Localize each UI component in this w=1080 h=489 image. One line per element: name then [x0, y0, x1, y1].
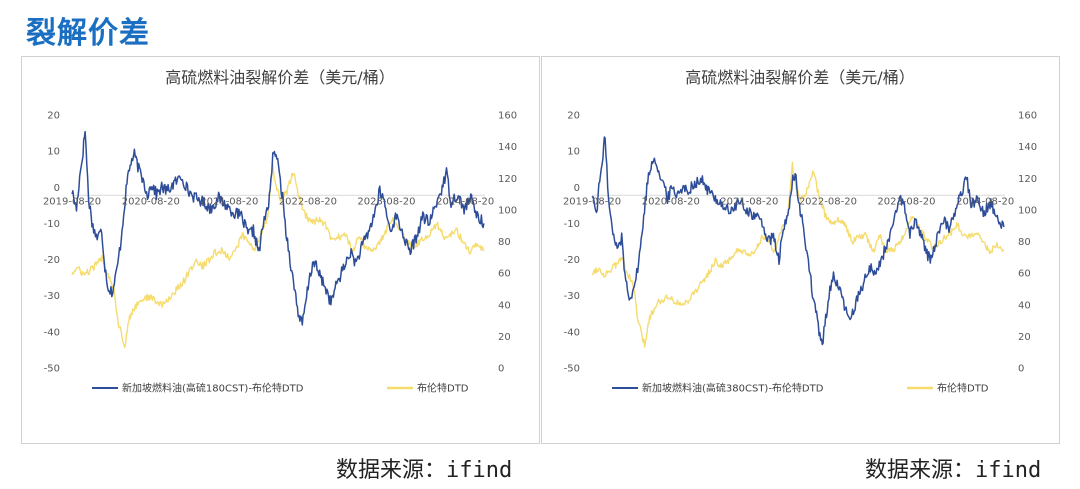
y-left-tick-label: 0	[574, 183, 580, 194]
y-left-tick-label: 20	[47, 111, 60, 122]
chart-svg-380cst: 高硫燃料油裂解价差（美元/桶）20100-10-20-30-40-5016014…	[563, 68, 1037, 395]
y-right-tick-label: 80	[498, 237, 511, 248]
y-right-tick-label: 100	[498, 205, 517, 216]
y-right-tick-label: 40	[1018, 300, 1031, 311]
chart-panel-380cst: 高硫燃料油裂解价差（美元/桶） 20 10 0 -10 -20 -30 -40 -50 160 14…	[541, 56, 1060, 444]
brent-dtd-line	[71, 161, 485, 349]
y-right-tick-label: 60	[1018, 269, 1031, 280]
x-tick-label: 2022-08-20	[799, 196, 857, 207]
y-right-tick-label: 120	[1018, 174, 1037, 185]
source-note-left: 数据来源：ifind	[336, 458, 513, 483]
legend-label-brent: 布伦特DTD	[417, 382, 469, 395]
crack-spread-line	[71, 130, 485, 326]
chart-title: 高硫燃料油裂解价差（美元/桶）	[685, 68, 914, 87]
y-right-tick-label: 20	[1018, 332, 1031, 343]
y-left-tick-label: -40	[564, 327, 580, 338]
x-tick-label: 2024-08-20	[436, 196, 494, 207]
y-right-tick-label: 140	[1018, 142, 1037, 153]
x-tick-label: 2023-08-20	[357, 196, 415, 207]
x-tick-label: 2024-08-20	[956, 196, 1014, 207]
x-tick-label: 2020-08-20	[642, 196, 700, 207]
x-tick-label: 2019-08-20	[43, 196, 101, 207]
legend-label-crack: 新加坡燃料油(高硫380CST)-布伦特DTD	[642, 382, 824, 395]
legend-label-brent: 布伦特DTD	[937, 382, 989, 395]
x-tick-label: 2021-08-20	[200, 196, 258, 207]
y-left-tick-label: 10	[567, 147, 580, 158]
chart-panel-180cst: 高硫燃料油裂解价差（美元/桶） 20 10 0 -10 -20 -30 -40 -50 160 14…	[21, 56, 540, 444]
y-left-tick-label: 20	[567, 111, 580, 122]
y-right-tick-label: 140	[498, 142, 517, 153]
legend-label-crack: 新加坡燃料油(高硫180CST)-布伦特DTD	[122, 382, 304, 395]
y-right-tick-label: 120	[498, 174, 517, 185]
y-left-tick-label: -10	[44, 219, 60, 230]
y-right-tick-label: 20	[498, 332, 511, 343]
source-note-right: 数据来源：ifind	[865, 458, 1042, 483]
y-right-tick-label: 160	[1018, 111, 1037, 122]
y-right-tick-label: 160	[498, 111, 517, 122]
y-left-tick-label: -10	[564, 219, 580, 230]
y-left-tick-label: -30	[44, 291, 60, 302]
chart-title: 高硫燃料油裂解价差（美元/桶）	[165, 68, 394, 87]
y-right-tick-label: 0	[498, 364, 504, 375]
brent-dtd-line	[591, 161, 1005, 348]
y-left-tick-label: 0	[54, 183, 60, 194]
page-heading: 裂解价差	[26, 16, 150, 51]
x-tick-label: 2019-08-20	[563, 196, 621, 207]
x-tick-label: 2023-08-20	[877, 196, 935, 207]
y-left-tick-label: -20	[44, 255, 60, 266]
y-right-tick-label: 80	[1018, 237, 1031, 248]
y-right-tick-label: 0	[1018, 364, 1024, 375]
chart-svg-180cst: 高硫燃料油裂解价差（美元/桶）20100-10-20-30-40-5016014…	[43, 68, 517, 395]
x-tick-label: 2021-08-20	[720, 196, 778, 207]
y-left-tick-label: -50	[564, 364, 580, 375]
y-left-tick-label: 10	[47, 147, 60, 158]
y-right-tick-label: 40	[498, 300, 511, 311]
y-right-tick-label: 100	[1018, 205, 1037, 216]
y-left-tick-label: -30	[564, 291, 580, 302]
y-left-tick-label: -50	[44, 364, 60, 375]
x-tick-label: 2022-08-20	[279, 196, 337, 207]
y-right-tick-label: 60	[498, 269, 511, 280]
crack-spread-line	[591, 136, 1005, 346]
x-tick-label: 2020-08-20	[122, 196, 180, 207]
y-left-tick-label: -20	[564, 255, 580, 266]
y-left-tick-label: -40	[44, 327, 60, 338]
